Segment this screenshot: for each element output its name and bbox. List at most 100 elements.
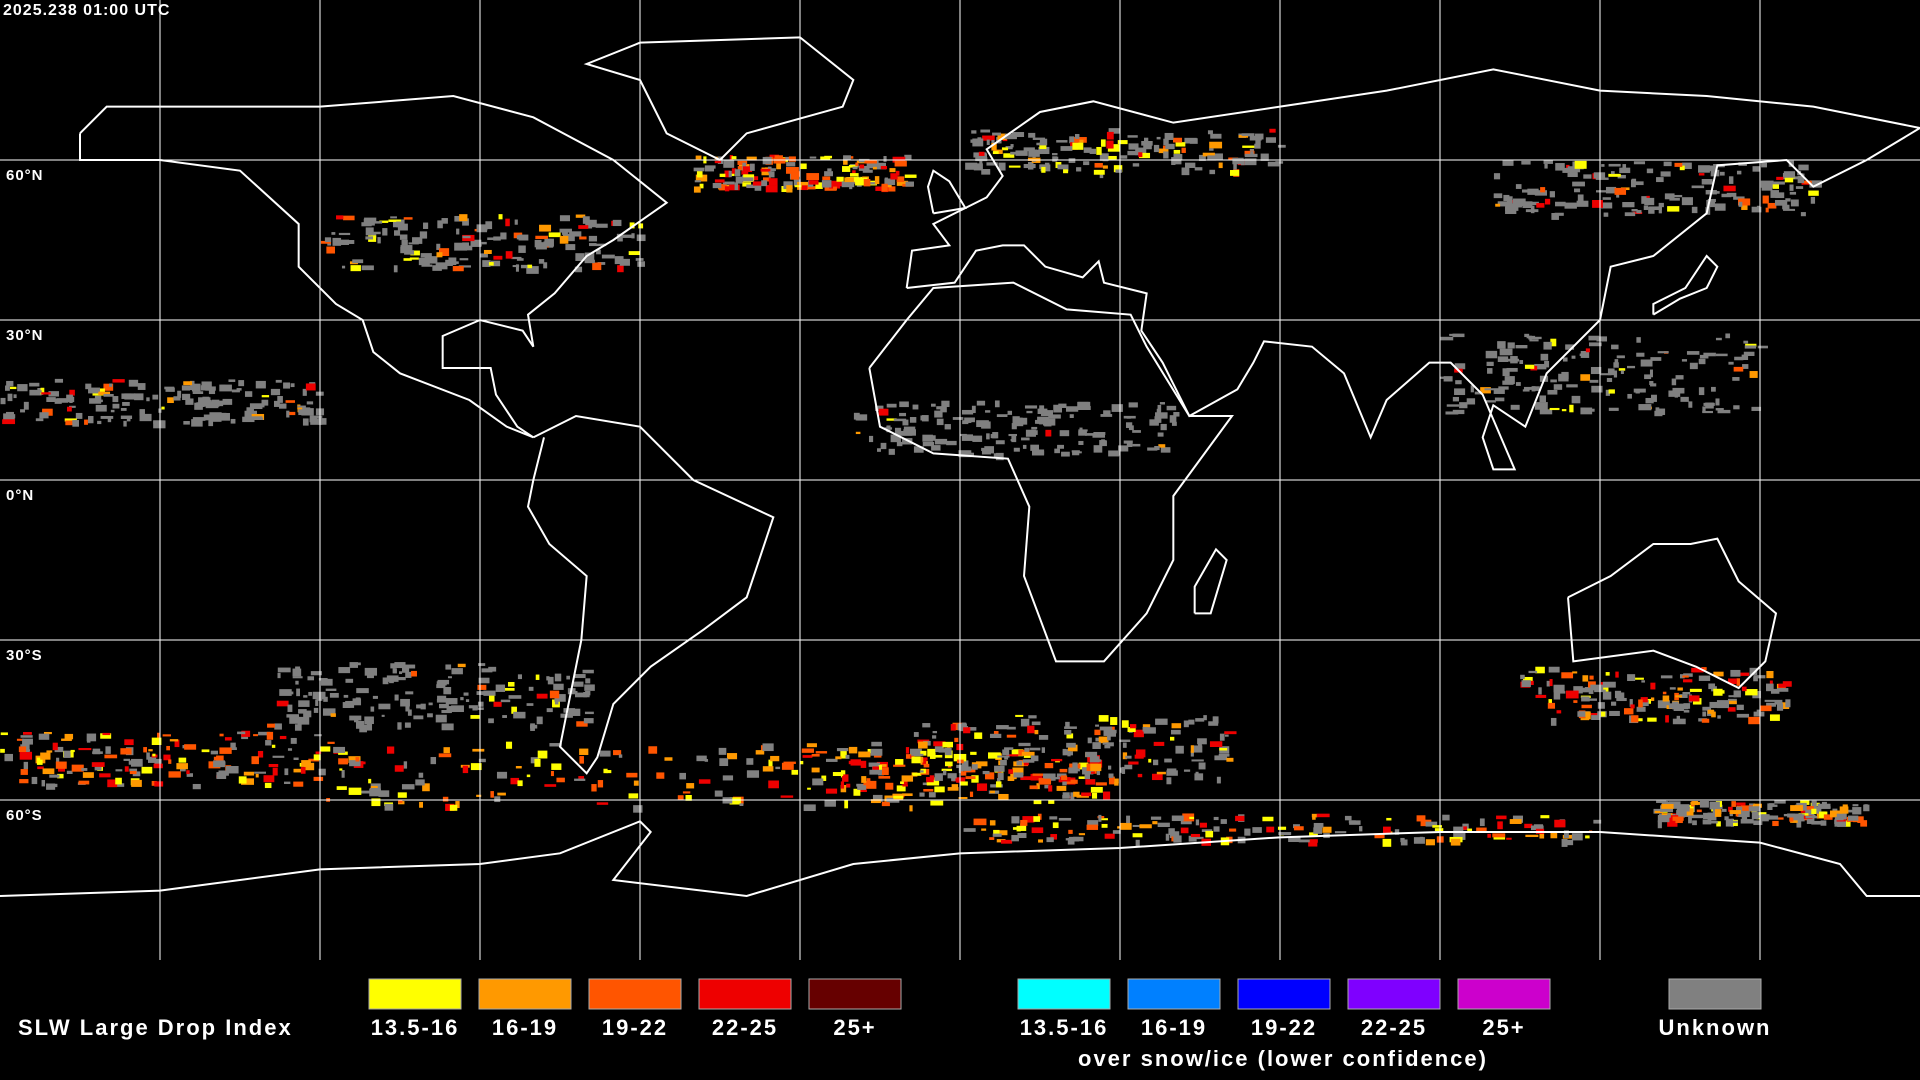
cloud-pixel <box>400 698 410 707</box>
cloud-pixel <box>1589 713 1601 716</box>
cloud-pixel <box>996 414 1008 418</box>
cloud-pixel <box>1041 166 1046 173</box>
cloud-pixel <box>1540 815 1550 819</box>
cloud-pixel <box>1665 815 1679 821</box>
cloud-pixel <box>1193 836 1204 840</box>
cloud-pixel <box>409 257 419 260</box>
cloud-pixel <box>64 733 74 740</box>
legend-label: 22-25 <box>712 1015 778 1040</box>
cloud-pixel <box>1031 426 1038 430</box>
cloud-pixel <box>1063 168 1069 174</box>
cloud-pixel <box>82 772 94 778</box>
cloud-pixel <box>1668 390 1681 397</box>
cloud-pixel <box>1010 144 1014 148</box>
cloud-pixel <box>871 741 882 747</box>
cloud-pixel <box>1783 171 1795 178</box>
cloud-pixel <box>266 731 274 740</box>
cloud-pixel <box>1056 140 1068 143</box>
cloud-pixel <box>479 253 488 258</box>
cloud-pixel <box>0 397 6 405</box>
cloud-pixel <box>1188 835 1197 842</box>
cloud-pixel <box>1574 188 1581 193</box>
cloud-pixel <box>177 390 182 398</box>
cloud-pixel <box>1630 179 1636 188</box>
cloud-pixel <box>1571 395 1581 404</box>
cloud-pixel <box>1212 153 1223 160</box>
cloud-pixel <box>1553 684 1565 693</box>
cloud-pixel <box>1777 817 1784 820</box>
cloud-pixel <box>1155 412 1168 419</box>
cloud-pixel <box>1051 758 1063 762</box>
cloud-pixel <box>968 727 977 731</box>
cloud-pixel <box>1103 791 1111 800</box>
cloud-pixel <box>1450 838 1461 846</box>
cloud-pixel <box>1554 819 1566 828</box>
cloud-pixel <box>1770 688 1780 694</box>
cloud-pixel <box>901 775 914 782</box>
legend-swatch <box>1668 978 1762 1010</box>
cloud-pixel <box>912 772 922 776</box>
legend-label: 25+ <box>833 1015 876 1040</box>
cloud-pixel <box>628 793 639 799</box>
cloud-pixel <box>936 418 944 426</box>
cloud-pixel <box>1108 155 1117 160</box>
cloud-pixel <box>1442 814 1450 821</box>
cloud-pixel <box>1487 833 1491 838</box>
cloud-pixel <box>1730 669 1741 677</box>
cloud-pixel <box>1198 762 1206 770</box>
coastline <box>583 36 855 161</box>
cloud-pixel <box>579 748 589 755</box>
cloud-pixel <box>976 783 988 791</box>
cloud-pixel <box>512 265 520 268</box>
cloud-pixel <box>934 786 945 793</box>
cloud-pixel <box>1530 205 1535 214</box>
cloud-pixel <box>1020 776 1032 781</box>
cloud-pixel <box>1703 812 1713 820</box>
cloud-pixel <box>621 234 635 238</box>
cloud-pixel <box>107 779 118 788</box>
cloud-pixel <box>1525 834 1539 838</box>
cloud-pixel <box>1569 404 1574 413</box>
cloud-pixel <box>527 264 532 269</box>
cloud-pixel <box>1210 133 1222 139</box>
cloud-pixel <box>57 773 64 779</box>
cloud-pixel <box>1148 758 1152 763</box>
cloud-pixel <box>1550 831 1558 839</box>
cloud-pixel <box>866 160 879 169</box>
cloud-pixel <box>411 670 417 677</box>
cloud-pixel <box>343 215 355 221</box>
cloud-pixel <box>769 154 780 160</box>
cloud-pixel <box>430 756 437 765</box>
cloud-pixel <box>1313 827 1323 834</box>
cloud-pixel <box>394 694 399 701</box>
cloud-pixel <box>1076 167 1082 172</box>
cloud-pixel <box>6 380 14 387</box>
cloud-pixel <box>1154 445 1160 451</box>
cloud-pixel <box>905 747 910 754</box>
cloud-pixel <box>1100 139 1106 147</box>
cloud-pixel <box>1111 404 1123 412</box>
cloud-pixel <box>699 183 704 189</box>
cloud-pixel <box>815 751 828 754</box>
cloud-pixel <box>934 773 943 781</box>
cloud-pixel <box>1066 733 1074 739</box>
cloud-pixel <box>396 221 403 228</box>
latitude-label: 0°N <box>6 487 34 504</box>
cloud-pixel <box>1547 389 1558 395</box>
cloud-pixel <box>1565 344 1575 350</box>
cloud-pixel <box>633 805 643 813</box>
cloud-pixel <box>18 746 27 753</box>
cloud-pixel <box>1572 181 1585 187</box>
cloud-pixel <box>315 751 322 755</box>
cloud-pixel <box>320 746 331 752</box>
cloud-pixel <box>885 183 892 188</box>
cloud-pixel <box>295 680 299 685</box>
cloud-pixel <box>1607 368 1615 376</box>
cloud-pixel <box>55 761 67 769</box>
cloud-pixel <box>1044 762 1054 769</box>
cloud-pixel <box>1008 165 1021 168</box>
cloud-pixel <box>1715 809 1722 817</box>
cloud-pixel <box>401 666 410 673</box>
cloud-pixel <box>1571 833 1583 841</box>
cloud-pixel <box>1631 181 1644 186</box>
